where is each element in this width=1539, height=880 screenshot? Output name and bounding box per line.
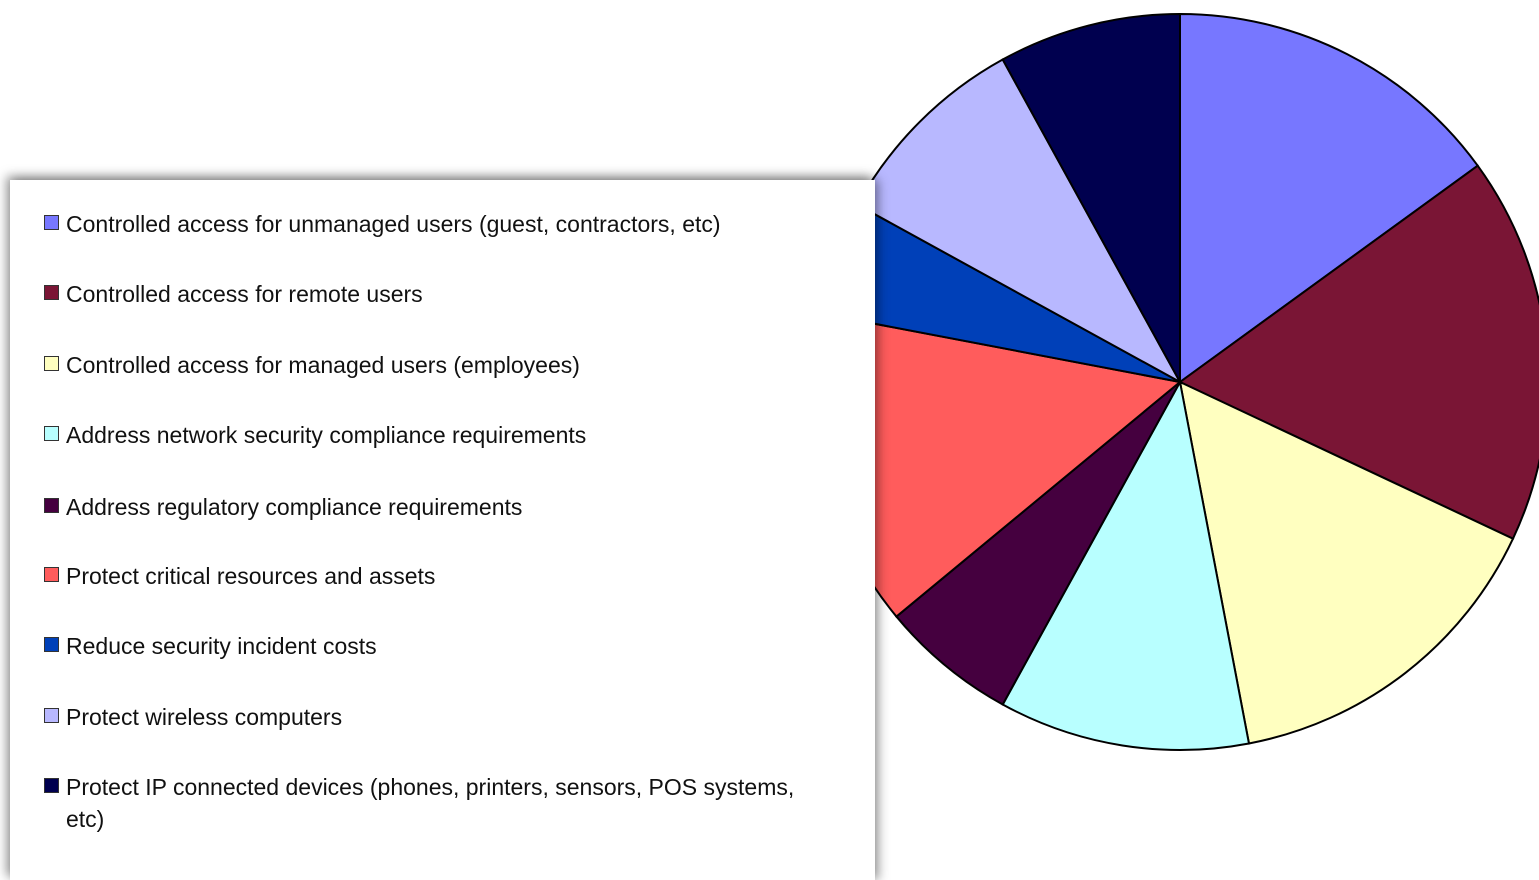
legend: Controlled access for unmanaged users (g… bbox=[10, 180, 875, 880]
pie-slice bbox=[1178, 380, 1515, 745]
legend-item: Protect wireless computers bbox=[44, 701, 342, 733]
pie-slice bbox=[895, 381, 1181, 706]
legend-label: Controlled access for managed users (emp… bbox=[66, 352, 580, 378]
legend-swatch bbox=[44, 285, 59, 300]
legend-item: Reduce security incident costs bbox=[44, 630, 377, 662]
legend-item: Controlled access for managed users (emp… bbox=[44, 349, 580, 381]
legend-item: Address network security compliance requ… bbox=[44, 419, 586, 451]
pie-slice bbox=[1179, 12, 1480, 384]
legend-swatch bbox=[44, 426, 59, 441]
legend-swatch bbox=[44, 215, 59, 230]
legend-swatch bbox=[44, 498, 59, 513]
legend-item: Protect IP connected devices (phones, pr… bbox=[44, 771, 811, 835]
legend-swatch bbox=[44, 778, 59, 793]
legend-item: Address regulatory compliance requiremen… bbox=[44, 491, 522, 523]
legend-label: Reduce security incident costs bbox=[66, 633, 377, 659]
legend-swatch bbox=[44, 637, 59, 652]
pie-slice bbox=[1001, 12, 1181, 383]
legend-label: Address regulatory compliance requiremen… bbox=[66, 494, 523, 520]
legend-item: Controlled access for remote users bbox=[44, 278, 423, 310]
legend-label: Protect wireless computers bbox=[66, 704, 343, 730]
legend-label: Protect IP connected devices (phones, pr… bbox=[66, 774, 795, 832]
legend-swatch bbox=[44, 567, 59, 582]
pie-slice bbox=[1178, 164, 1539, 541]
legend-label: Controlled access for remote users bbox=[66, 281, 423, 307]
legend-label: Controlled access for unmanaged users (g… bbox=[66, 211, 721, 237]
legend-label: Address network security compliance requ… bbox=[66, 422, 587, 448]
legend-item: Protect critical resources and assets bbox=[44, 560, 435, 592]
pie-slice bbox=[1001, 379, 1251, 751]
legend-label: Protect critical resources and assets bbox=[66, 563, 436, 589]
legend-swatch bbox=[44, 356, 59, 371]
legend-item: Controlled access for unmanaged users (g… bbox=[44, 208, 721, 240]
legend-swatch bbox=[44, 708, 59, 723]
